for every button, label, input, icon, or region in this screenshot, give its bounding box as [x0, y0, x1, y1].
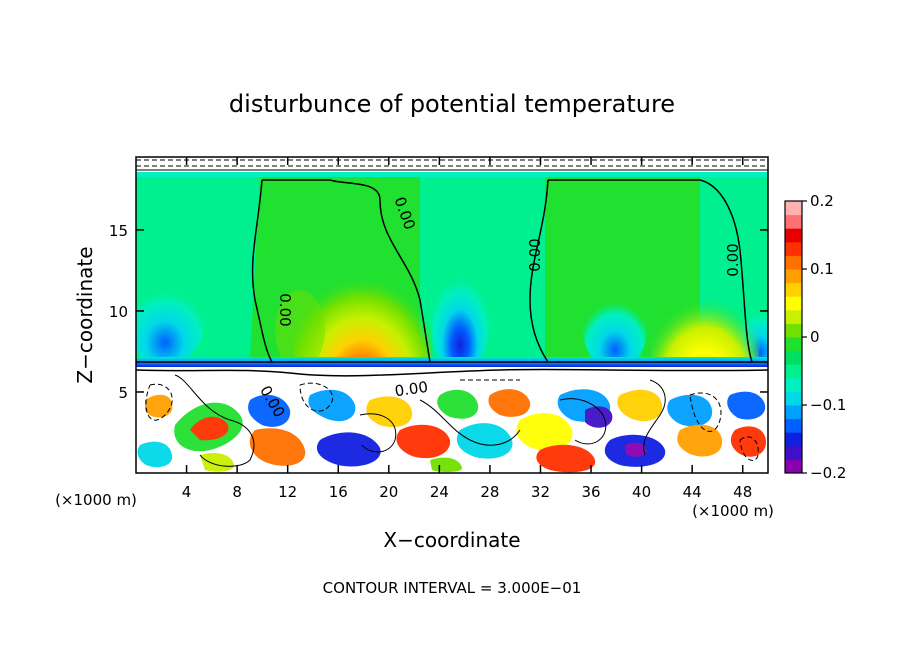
colorbar-swatch [785, 241, 802, 256]
colorbar-tick-label: 0.2 [810, 192, 834, 210]
colorbar-swatch [785, 445, 802, 460]
x-axis: 4 8 12 16 20 24 28 32 36 40 44 48 [182, 157, 752, 501]
colorbar-swatch [785, 377, 802, 392]
colorbar-swatch [785, 214, 802, 229]
x-tick-label: 20 [379, 483, 398, 501]
colorbar-swatch [785, 405, 802, 420]
y-tick-label: 15 [109, 222, 128, 240]
colorbar-tick-label: −0.1 [810, 396, 846, 414]
x-tick-label: 32 [531, 483, 550, 501]
colorbar-swatch [785, 350, 802, 365]
contour-label: 0.00 [276, 293, 294, 326]
colorbar-swatch [785, 364, 802, 379]
x-unit-right: (×1000 m) [692, 502, 774, 520]
x-tick-label: 28 [480, 483, 499, 501]
x-tick-label: 4 [182, 483, 192, 501]
y-axis-label: Z−coordinate [73, 246, 97, 383]
colorbar-swatch [785, 201, 802, 216]
y-tick-label: 5 [118, 384, 128, 402]
contour-label: 0.00 [724, 243, 742, 276]
chart-title: disturbunce of potential temperature [229, 90, 675, 118]
contour-interval-footer: CONTOUR INTERVAL = 3.000E−01 [323, 579, 582, 597]
colorbar-tick-label: 0.1 [810, 260, 834, 278]
colorbar-swatch [785, 269, 802, 284]
colorbar: 0.2 0.1 0 −0.1 −0.2 [784, 192, 846, 482]
colorbar-tick-label: −0.2 [810, 464, 846, 482]
colorbar-swatch [785, 228, 802, 243]
colorbar-swatch [785, 459, 802, 474]
x-tick-label: 8 [232, 483, 242, 501]
x-tick-label: 12 [278, 483, 297, 501]
colorbar-swatch [785, 418, 802, 433]
colorbar-swatch [785, 255, 802, 270]
x-unit-left: (×1000 m) [55, 491, 137, 509]
plot-frame [135, 156, 769, 474]
colorbar-tick-label: 0 [810, 328, 820, 346]
y-tick-label: 10 [109, 303, 128, 321]
x-tick-label: 24 [430, 483, 449, 501]
x-tick-label: 48 [733, 483, 752, 501]
colorbar-swatch [785, 391, 802, 406]
x-tick-label: 16 [329, 483, 348, 501]
heatmap-field [136, 157, 768, 473]
x-axis-label: X−coordinate [383, 528, 520, 552]
contour-label: 0.00 [394, 378, 430, 400]
colorbar-swatch [785, 323, 802, 338]
colorbar-swatch [785, 282, 802, 297]
colorbar-swatch [785, 296, 802, 311]
x-tick-label: 44 [683, 483, 702, 501]
y-axis: 5 10 15 [109, 222, 768, 402]
colorbar-swatch [785, 432, 802, 447]
colorbar-swatch [785, 337, 802, 352]
colorbar-swatch [785, 309, 802, 324]
contour-label: 0.00 [526, 238, 544, 271]
x-tick-label: 40 [632, 483, 651, 501]
x-tick-label: 36 [581, 483, 600, 501]
